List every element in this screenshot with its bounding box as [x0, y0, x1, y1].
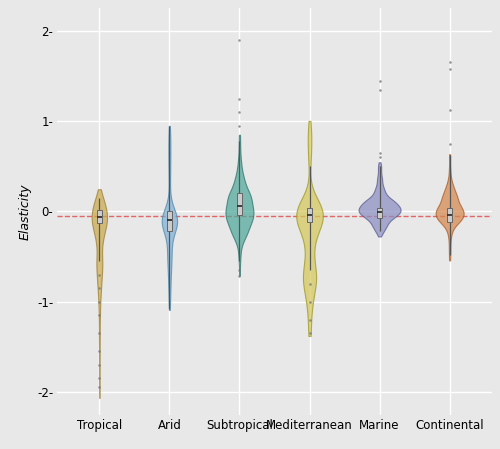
Bar	[237, 194, 242, 215]
Bar	[377, 208, 382, 218]
Bar	[167, 211, 172, 231]
Bar	[97, 210, 102, 223]
Bar	[447, 208, 452, 222]
Y-axis label: Elasticity: Elasticity	[18, 183, 32, 240]
Bar	[307, 208, 312, 222]
